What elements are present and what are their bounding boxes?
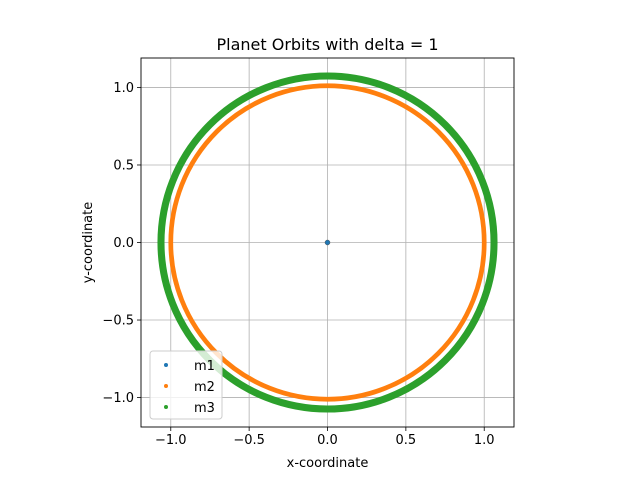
x-axis-ticks: −1.0 −0.5 0.0 0.5 1.0 — [155, 427, 495, 448]
y-axis-ticks: −1.0 −0.5 0.0 0.5 1.0 — [102, 81, 141, 406]
legend-marker-m3 — [164, 405, 168, 409]
x-tick-label: 1.0 — [474, 433, 495, 448]
legend-marker-m2 — [164, 384, 168, 388]
x-tick-label: −0.5 — [233, 433, 265, 448]
legend-label-m3: m3 — [194, 401, 215, 416]
series-m1-point — [324, 239, 331, 246]
x-tick-label: 0.5 — [396, 433, 417, 448]
chart-title: Planet Orbits with delta = 1 — [216, 35, 438, 54]
series-m2-orbit — [168, 83, 487, 402]
y-tick-label: −1.0 — [102, 391, 134, 406]
series-layer — [157, 72, 498, 413]
legend: m1 m2 m3 — [149, 350, 223, 420]
legend-label-m1: m1 — [194, 359, 215, 374]
y-tick-label: 0.0 — [113, 236, 134, 251]
x-tick-label: −1.0 — [155, 433, 187, 448]
x-axis-label: x-coordinate — [287, 456, 369, 471]
y-tick-label: 0.5 — [113, 158, 134, 173]
y-tick-label: 1.0 — [113, 81, 134, 96]
legend-marker-m1 — [164, 363, 168, 367]
y-tick-label: −0.5 — [102, 314, 134, 329]
x-tick-label: 0.0 — [317, 433, 338, 448]
y-axis-label: y-coordinate — [81, 202, 96, 284]
legend-box — [149, 350, 223, 420]
series-m3-orbit — [157, 72, 498, 413]
legend-label-m2: m2 — [194, 380, 215, 395]
